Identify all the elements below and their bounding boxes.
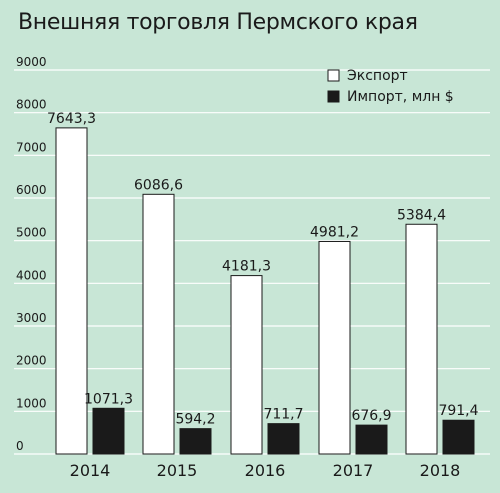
export-data-label: 6086,6 [134, 177, 183, 193]
import-data-label: 1071,3 [84, 391, 133, 407]
x-category-label: 2016 [245, 461, 286, 480]
export-data-label: 4181,3 [222, 259, 271, 275]
y-tick-label: 7000 [16, 140, 47, 154]
export-bar [318, 240, 351, 455]
x-category-label: 2014 [70, 461, 111, 480]
y-tick-label: 6000 [16, 183, 47, 197]
y-tick-label: 0 [16, 439, 24, 453]
export-bar [230, 275, 263, 455]
y-tick-label: 9000 [16, 55, 47, 69]
x-category-label: 2017 [333, 461, 374, 480]
export-data-label: 4981,2 [310, 224, 359, 240]
import-bar [92, 407, 125, 455]
legend-label-export: Экспорт [347, 68, 408, 84]
y-tick-label: 4000 [16, 268, 47, 282]
import-bar [442, 419, 475, 455]
y-tick-label: 3000 [16, 311, 47, 325]
chart-title: Внешняя торговля Пермского края [18, 10, 418, 35]
import-data-label: 594,2 [175, 412, 215, 428]
import-bar [355, 424, 388, 455]
import-data-label: 676,9 [351, 408, 391, 424]
y-tick-label: 5000 [16, 226, 47, 240]
export-data-label: 5384,4 [397, 207, 446, 223]
import-data-label: 711,7 [263, 407, 303, 423]
x-category-label: 2018 [420, 461, 461, 480]
y-tick-label: 1000 [16, 396, 47, 410]
y-tick-label: 2000 [16, 354, 47, 368]
legend-label-import: Импорт, млн $ [347, 89, 454, 105]
y-tick-label: 8000 [16, 98, 47, 112]
import-bar [179, 428, 212, 455]
legend-swatch-import [327, 90, 340, 103]
export-bar [405, 223, 438, 455]
x-category-label: 2015 [157, 461, 198, 480]
export-bar [55, 127, 88, 455]
export-bar [142, 193, 175, 455]
legend-swatch-export [327, 69, 340, 82]
import-data-label: 791,4 [438, 403, 478, 419]
import-bar [267, 423, 300, 455]
export-data-label: 7643,3 [47, 111, 96, 127]
